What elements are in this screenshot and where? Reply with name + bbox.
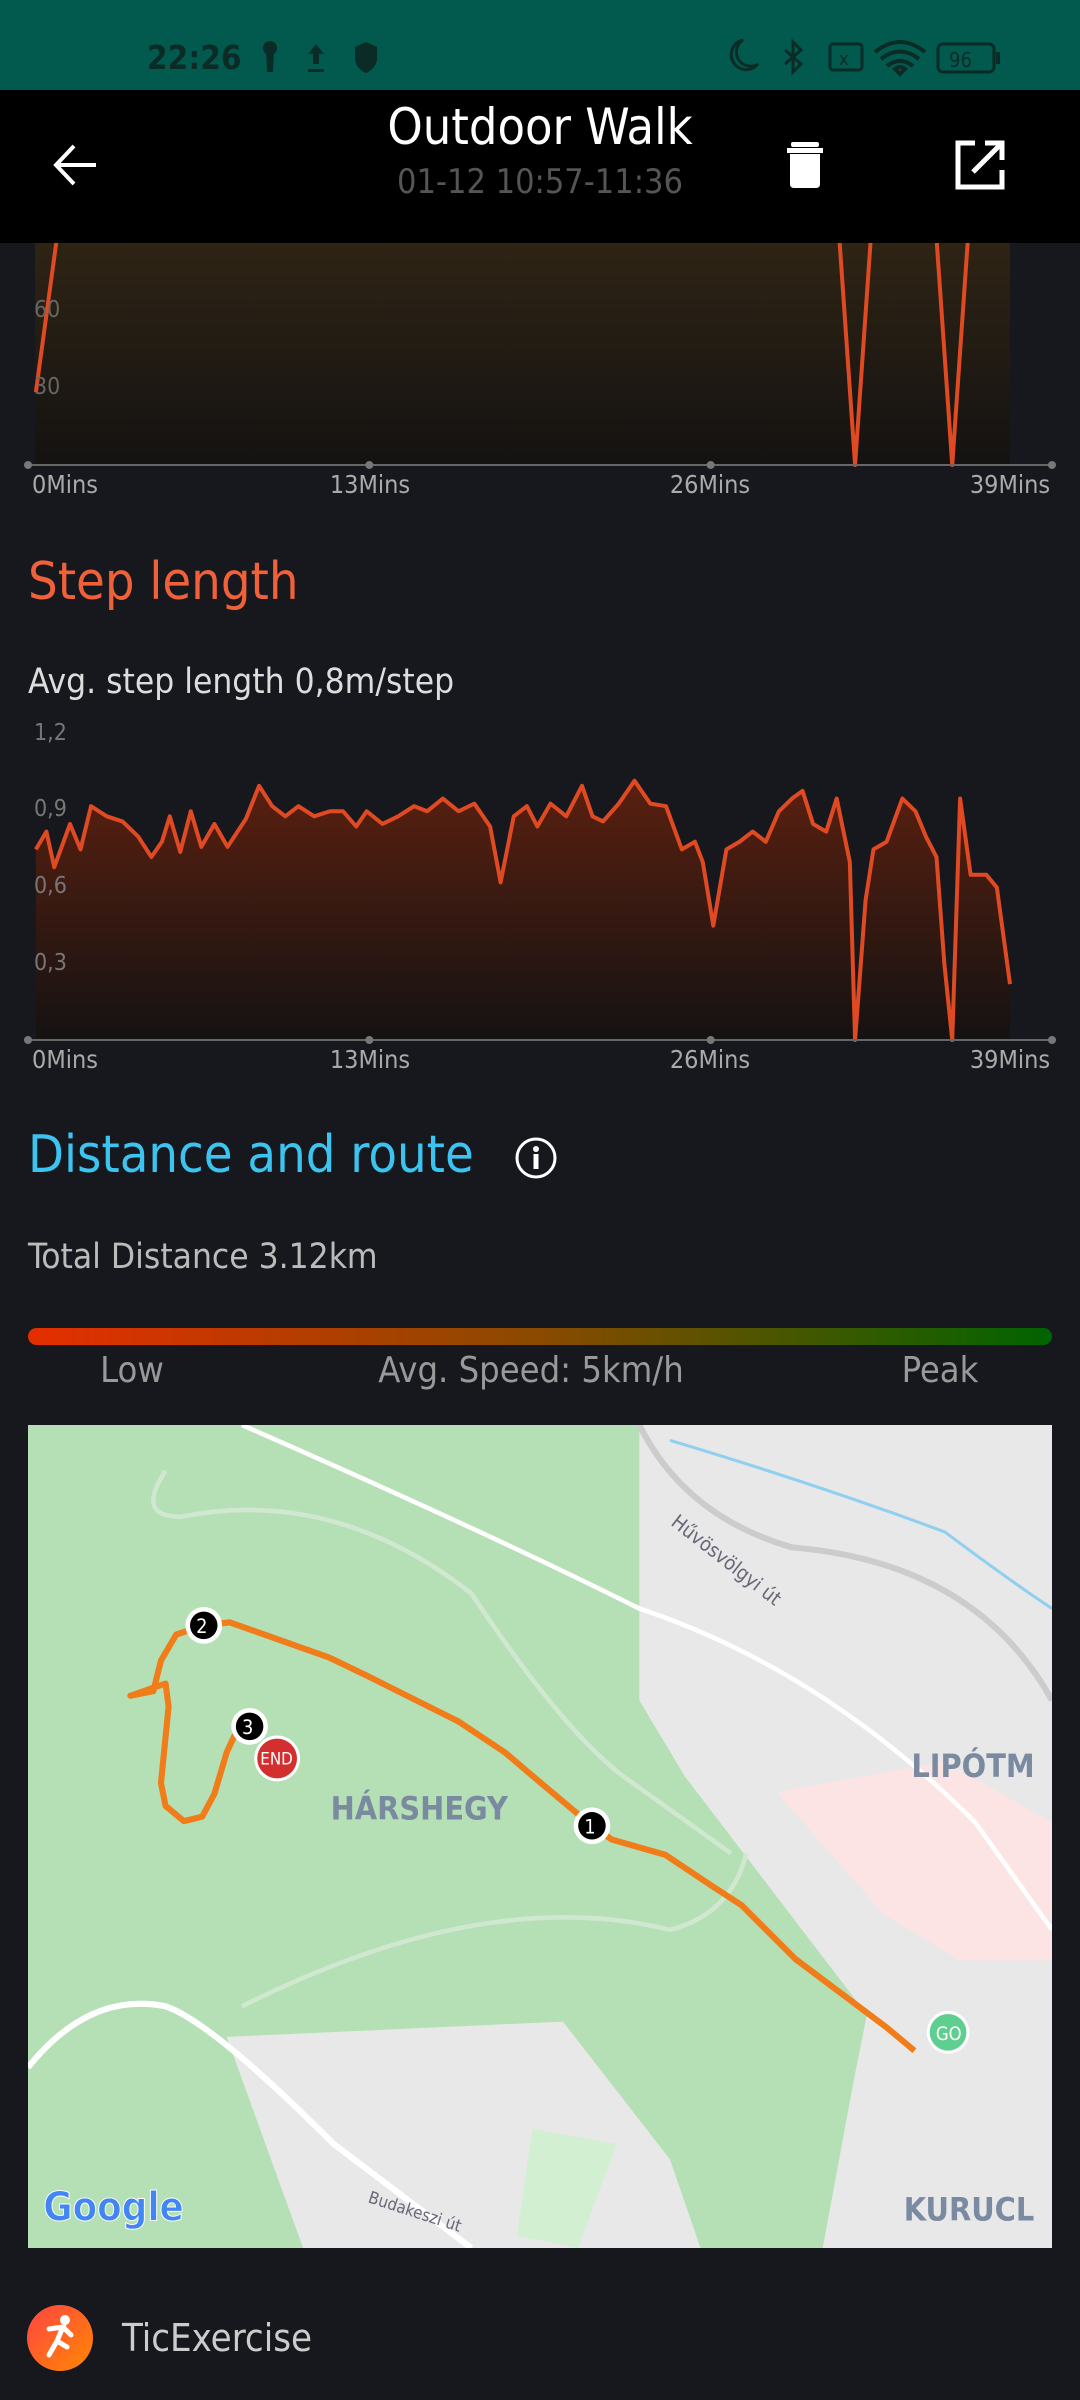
map-label: LIPÓTM xyxy=(911,1746,1034,1785)
top-chart xyxy=(24,243,1056,469)
svg-text:2: 2 xyxy=(196,1615,207,1638)
speed-low-label: Low xyxy=(100,1350,164,1391)
x-tick-dot xyxy=(24,461,32,469)
svg-text:1: 1 xyxy=(584,1815,595,1838)
x-tick-dot xyxy=(706,1036,715,1044)
back-arrow-icon[interactable] xyxy=(50,140,100,190)
speed-gradient-bar xyxy=(28,1328,1052,1345)
avg-step-length: Avg. step length 0,8m/step xyxy=(28,662,455,702)
map-label: HÁRSHEGY xyxy=(331,1790,509,1828)
google-logo: Google xyxy=(43,2184,184,2230)
status-left-icons xyxy=(263,41,377,73)
page-title: Outdoor Walk xyxy=(387,98,693,156)
total-distance: Total Distance 3.12km xyxy=(28,1237,378,1277)
moon-icon xyxy=(729,38,760,72)
step-length-chart xyxy=(24,778,1056,1044)
upload-icon xyxy=(308,44,324,72)
app-header: Outdoor Walk 01-12 10:57-11:36 xyxy=(0,90,1080,243)
marker-2: 2 xyxy=(185,1607,223,1644)
ytick: 60 xyxy=(34,297,61,323)
xtick: 26Mins xyxy=(669,470,751,499)
ticexercise-logo-icon xyxy=(27,2305,93,2371)
svg-text:3: 3 xyxy=(242,1716,253,1739)
status-right-icons: x 96 xyxy=(729,38,1000,77)
bluetooth-icon xyxy=(784,38,804,76)
x-tick-dot xyxy=(24,1036,32,1044)
xtick: 39Mins xyxy=(969,1045,1051,1074)
end-marker: END xyxy=(254,1735,301,1782)
svg-text:END: END xyxy=(260,1749,292,1769)
series-line xyxy=(34,778,1012,1042)
ytick: 0,9 xyxy=(34,796,67,822)
step-length-title: Step length xyxy=(28,552,299,612)
x-tick-dot xyxy=(706,461,715,469)
svg-text:x: x xyxy=(839,49,849,70)
xtick: 39Mins xyxy=(969,470,1051,499)
shield-icon xyxy=(355,42,377,73)
trash-icon[interactable] xyxy=(785,140,825,190)
battery-icon: 96 xyxy=(936,42,1000,74)
marker-1: 1 xyxy=(573,1807,611,1845)
svg-text:96: 96 xyxy=(949,48,972,72)
marker-3: 3 xyxy=(231,1708,268,1745)
xtick: 0Mins xyxy=(32,1045,98,1074)
x-tick-dot xyxy=(1048,461,1056,469)
xtick: 0Mins xyxy=(32,470,98,499)
x-tick-dot xyxy=(365,1036,374,1044)
speed-peak-label: Peak xyxy=(901,1350,979,1391)
xtick: 13Mins xyxy=(329,470,411,499)
map-label: KURUCL xyxy=(904,2190,1035,2228)
page-subtitle: 01-12 10:57-11:36 xyxy=(397,162,683,202)
ytick: 0,6 xyxy=(34,873,67,899)
share-export-icon[interactable] xyxy=(955,140,1005,190)
ytick: 1,2 xyxy=(34,720,67,746)
status-time: 22:26 xyxy=(147,38,242,77)
wifi-icon xyxy=(873,40,927,77)
app-name: TicExercise xyxy=(122,2316,313,2360)
no-sim-icon: x xyxy=(828,42,864,72)
series-area xyxy=(35,780,1010,1040)
go-marker: GO xyxy=(926,2010,970,2054)
info-icon[interactable] xyxy=(514,1136,558,1180)
x-tick-dot xyxy=(365,461,374,469)
xtick: 26Mins xyxy=(669,1045,751,1074)
route-map[interactable]: HÁRSHEGY LIPÓTM KURUCL Hűvösvölgyi út Bu… xyxy=(28,1425,1052,2248)
avg-speed: Avg. Speed: 5km/h xyxy=(378,1350,684,1391)
keyhole-icon xyxy=(263,41,277,72)
series-line xyxy=(33,243,970,467)
ytick: 30 xyxy=(34,374,61,400)
svg-text:GO: GO xyxy=(936,2024,962,2045)
xtick: 13Mins xyxy=(329,1045,411,1074)
x-tick-dot xyxy=(1048,1036,1056,1044)
status-bar: 22:26 x 96 xyxy=(0,0,1080,90)
ytick: 0,3 xyxy=(34,950,67,976)
distance-route-title: Distance and route xyxy=(28,1125,474,1185)
